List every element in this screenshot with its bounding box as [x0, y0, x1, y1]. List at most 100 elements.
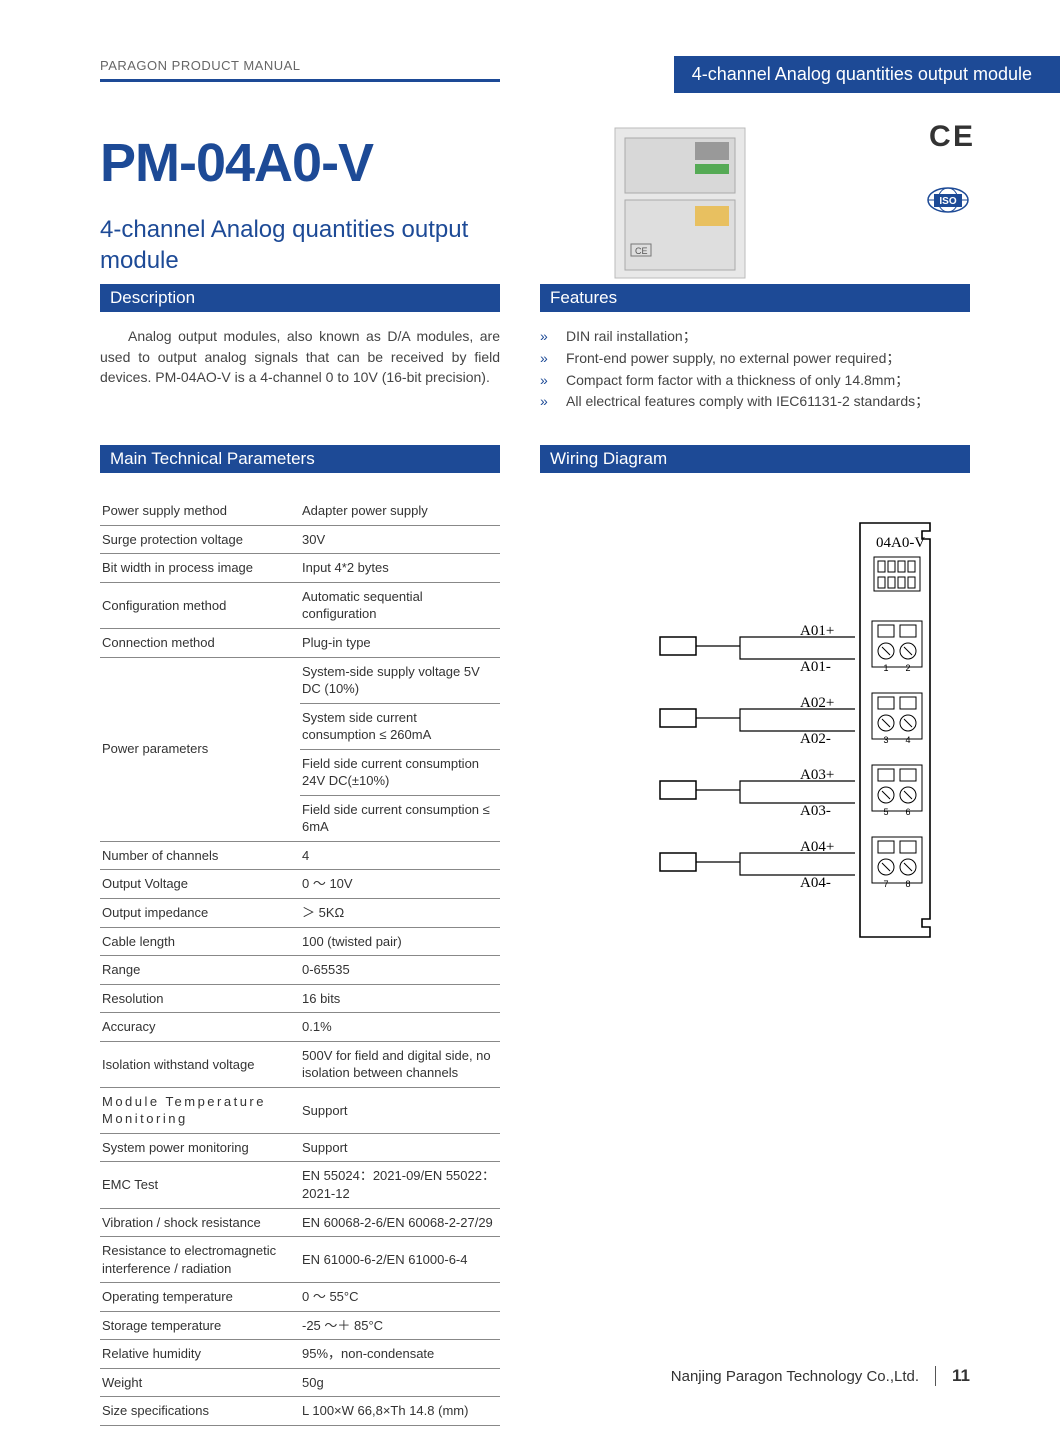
spec-value: L 100×W 66,8×Th 14.8 (mm) — [300, 1397, 500, 1426]
description-text: Analog output modules, also known as D/A… — [100, 326, 500, 387]
spec-key: Resistance to electromagnetic interferen… — [100, 1237, 300, 1283]
product-photo: CE — [605, 120, 765, 290]
spec-row: Power supply methodAdapter power supply — [100, 497, 500, 525]
spec-key: Weight — [100, 1368, 300, 1397]
spec-key: Output impedance — [100, 899, 300, 928]
svg-text:2: 2 — [905, 663, 910, 673]
spec-key: EMC Test — [100, 1162, 300, 1208]
svg-text:04A0-V: 04A0-V — [876, 535, 925, 551]
svg-text:A03-: A03- — [800, 803, 831, 819]
spec-value: 500V for field and digital side, no isol… — [300, 1041, 500, 1087]
spec-row: Storage temperature-25 ～＋ 85°C — [100, 1311, 500, 1340]
spec-value: 0-65535 — [300, 956, 500, 985]
spec-row: Configuration methodAutomatic sequential… — [100, 582, 500, 628]
page-number: 11 — [952, 1366, 970, 1386]
spec-key: Configuration method — [100, 582, 300, 628]
spec-value: Automatic sequential configuration — [300, 582, 500, 628]
spec-value: Adapter power supply — [300, 497, 500, 525]
spec-row: Surge protection voltage30V — [100, 525, 500, 554]
spec-row: Relative humidity95%，non-condensate — [100, 1340, 500, 1369]
spec-key: System power monitoring — [100, 1133, 300, 1162]
spec-key: Operating temperature — [100, 1283, 300, 1312]
spec-key: Output Voltage — [100, 870, 300, 899]
svg-text:ISO: ISO — [939, 196, 956, 207]
footer-company: Nanjing Paragon Technology Co.,Ltd. — [671, 1368, 919, 1385]
spec-value: 50g — [300, 1368, 500, 1397]
spec-row: Isolation withstand voltage500V for fiel… — [100, 1041, 500, 1087]
spec-key: Surge protection voltage — [100, 525, 300, 554]
feature-item: Compact form factor with a thickness of … — [540, 370, 970, 392]
svg-text:A01+: A01+ — [800, 623, 834, 639]
spec-key: Power supply method — [100, 497, 300, 525]
features-list: DIN rail installation；Front-end power su… — [540, 326, 970, 413]
spec-key: Size specifications — [100, 1397, 300, 1426]
spec-value: -25 ～＋ 85°C — [300, 1311, 500, 1340]
svg-text:CE: CE — [635, 246, 648, 256]
svg-text:3: 3 — [883, 735, 888, 745]
spec-row: Connection methodPlug-in type — [100, 629, 500, 658]
footer-separator — [935, 1366, 936, 1386]
spec-row: Resistance to electromagnetic interferen… — [100, 1237, 500, 1283]
spec-key: Cable length — [100, 927, 300, 956]
ce-mark-icon: C E — [926, 120, 970, 154]
spec-key: Storage temperature — [100, 1311, 300, 1340]
spec-value: System-side supply voltage 5V DC (10%) — [300, 657, 500, 703]
spec-row: Cable length100 (twisted pair) — [100, 927, 500, 956]
spec-value: 0.1% — [300, 1013, 500, 1042]
spec-row: System power monitoringSupport — [100, 1133, 500, 1162]
spec-key: Isolation withstand voltage — [100, 1041, 300, 1087]
spec-value: Field side current consumption ≤ 6mA — [300, 795, 500, 841]
svg-text:A04+: A04+ — [800, 839, 834, 855]
spec-row: Bit width in process imageInput 4*2 byte… — [100, 554, 500, 583]
spec-value: EN 60068-2-6/EN 60068-2-27/29 — [300, 1208, 500, 1237]
feature-item: DIN rail installation； — [540, 326, 970, 348]
spec-value: Input 4*2 bytes — [300, 554, 500, 583]
page-footer: Nanjing Paragon Technology Co.,Ltd. 11 — [671, 1366, 970, 1386]
spec-row: Accuracy0.1% — [100, 1013, 500, 1042]
top-banner: 4-channel Analog quantities output modul… — [674, 56, 1060, 93]
spec-key: Number of channels — [100, 841, 300, 870]
spec-table: Power supply methodAdapter power supplyS… — [100, 497, 500, 1426]
spec-value: Support — [300, 1133, 500, 1162]
wiring-header: Wiring Diagram — [540, 445, 970, 473]
svg-text:7: 7 — [883, 879, 888, 889]
svg-text:4: 4 — [905, 735, 910, 745]
svg-text:1: 1 — [883, 663, 888, 673]
product-subtitle: 4-channel Analog quantities output modul… — [100, 214, 500, 276]
spec-key: Accuracy — [100, 1013, 300, 1042]
spec-value: System side current consumption ≤ 260mA — [300, 703, 500, 749]
spec-row: Size specificationsL 100×W 66,8×Th 14.8 … — [100, 1397, 500, 1426]
spec-value: Field side current consumption 24V DC(±1… — [300, 749, 500, 795]
svg-text:A03+: A03+ — [800, 767, 834, 783]
header-rule — [100, 79, 500, 82]
feature-item: Front-end power supply, no external powe… — [540, 348, 970, 370]
spec-row: Weight50g — [100, 1368, 500, 1397]
spec-value: EN 61000-6-2/EN 61000-6-4 — [300, 1237, 500, 1283]
spec-value: Support — [300, 1087, 500, 1133]
certification-marks: C E ISO — [926, 120, 970, 219]
spec-key: Power parameters — [100, 657, 300, 841]
spec-row: Range0-65535 — [100, 956, 500, 985]
spec-key: Resolution — [100, 984, 300, 1013]
spec-value: 0 ～ 10V — [300, 870, 500, 899]
spec-value: 4 — [300, 841, 500, 870]
svg-text:A02+: A02+ — [800, 695, 834, 711]
spec-value: 0 ～ 55°C — [300, 1283, 500, 1312]
product-code: PM-04A0-V — [100, 132, 970, 194]
spec-value: EN 55024：2021-09/EN 55022：2021-12 — [300, 1162, 500, 1208]
spec-row: Resolution16 bits — [100, 984, 500, 1013]
spec-row: Output Voltage0 ～ 10V — [100, 870, 500, 899]
spec-key: Connection method — [100, 629, 300, 658]
spec-row: Power parametersSystem-side supply volta… — [100, 657, 500, 703]
spec-key: Range — [100, 956, 300, 985]
svg-text:8: 8 — [905, 879, 910, 889]
spec-value: 95%，non-condensate — [300, 1340, 500, 1369]
description-header: Description — [100, 284, 500, 312]
spec-value: 30V — [300, 525, 500, 554]
spec-row: Output impedance＞ 5KΩ — [100, 899, 500, 928]
feature-item: All electrical features comply with IEC6… — [540, 391, 970, 413]
spec-row: Number of channels4 — [100, 841, 500, 870]
svg-text:A04-: A04- — [800, 875, 831, 891]
svg-text:6: 6 — [905, 807, 910, 817]
svg-text:A01-: A01- — [800, 659, 831, 675]
